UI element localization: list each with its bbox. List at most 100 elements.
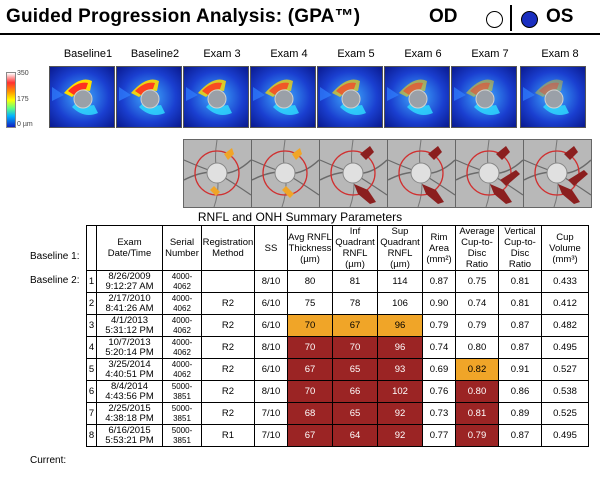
- col-registration: Registration Method: [201, 225, 255, 271]
- col-serial: Serial Number: [162, 225, 202, 271]
- cell-cup-volume: 0.527: [541, 358, 589, 381]
- cell-date: 8/4/2014 4:43:56 PM: [96, 380, 163, 403]
- serial-part1: 4000-: [171, 271, 193, 281]
- cell-avg-rnfl: 67: [287, 424, 333, 447]
- cell-date: 2/25/2015 4:38:18 PM: [96, 402, 163, 425]
- cell-serial: 4000- 4062: [162, 358, 202, 381]
- cell-cup-volume: 0.412: [541, 292, 589, 315]
- exam-label: Baseline1: [63, 48, 113, 60]
- cell-avg-rnfl: 75: [287, 292, 333, 315]
- fundus-image: [387, 139, 456, 208]
- cell-rim-area: 0.77: [422, 424, 456, 447]
- cell-sup-rnfl: 114: [377, 270, 423, 293]
- serial-part2: 4062: [173, 281, 191, 291]
- serial-part1: 4000-: [171, 315, 193, 325]
- col-vert-cd: Vertical Cup-to-Disc Ratio: [498, 225, 542, 271]
- date-text: 10/7/2013: [108, 336, 151, 348]
- cell-rim-area: 0.73: [422, 402, 456, 425]
- cell-serial: 5000- 3851: [162, 402, 202, 425]
- cell-rim-area: 0.87: [422, 270, 456, 293]
- cell-avg-cd: 0.75: [455, 270, 499, 293]
- cell-rim-area: 0.74: [422, 336, 456, 359]
- serial-part1: 5000-: [171, 425, 193, 435]
- row-index: 8: [86, 424, 97, 447]
- serial-part2: 4062: [173, 369, 191, 379]
- serial-part2: 3851: [173, 413, 191, 423]
- cell-rim-area: 0.69: [422, 358, 456, 381]
- cell-avg-cd: 0.79: [455, 314, 499, 337]
- col-avg-cd: Average Cup-to-Disc Ratio: [455, 225, 499, 271]
- serial-part1: 4000-: [171, 359, 193, 369]
- date-text: 8/26/2009: [108, 270, 151, 282]
- cell-date: 6/16/2015 5:53:21 PM: [96, 424, 163, 447]
- cell-avg-cd: 0.82: [455, 358, 499, 381]
- time-text: 5:20:14 PM: [105, 346, 154, 358]
- row-index: 1: [86, 270, 97, 293]
- exam-label: Exam 5: [337, 48, 375, 60]
- cell-registration: R2: [201, 402, 255, 425]
- row-label-baseline1: Baseline 1:: [30, 251, 80, 262]
- cell-vert-cd: 0.86: [498, 380, 542, 403]
- date-text: 2/17/2010: [108, 292, 151, 304]
- cell-cup-volume: 0.482: [541, 314, 589, 337]
- scale-mid-label: 175: [17, 96, 29, 103]
- table-row: 2 2/17/2010 8:41:26 AM 4000- 4062 R2 6/10 75 78 1…: [86, 292, 589, 315]
- serial-part1: 4000-: [171, 293, 193, 303]
- summary-table: Exam Date/Time Serial Number Registratio…: [86, 225, 589, 447]
- thickness-map-image: [520, 66, 586, 128]
- od-radio-icon[interactable]: [486, 11, 503, 28]
- fundus-image: [455, 139, 524, 208]
- cell-registration: [201, 270, 255, 293]
- cell-cup-volume: 0.538: [541, 380, 589, 403]
- thickness-map-image: [451, 66, 517, 128]
- time-text: 5:53:21 PM: [105, 434, 154, 446]
- date-text: 4/1/2013: [111, 314, 148, 326]
- row-index: 2: [86, 292, 97, 315]
- header: Guided Progression Analysis: (GPA™) OD O…: [0, 0, 600, 35]
- table-header-row: Exam Date/Time Serial Number Registratio…: [86, 225, 589, 271]
- row-label-baseline2: Baseline 2:: [30, 275, 80, 286]
- cell-inf-rnfl: 64: [332, 424, 378, 447]
- cell-rim-area: 0.79: [422, 314, 456, 337]
- scale-min-label: 0 µm: [17, 121, 33, 128]
- os-radio-icon[interactable]: [521, 11, 538, 28]
- cell-vert-cd: 0.87: [498, 314, 542, 337]
- serial-part2: 4062: [173, 347, 191, 357]
- eye-divider: [510, 5, 512, 31]
- table-row: 4 10/7/2013 5:20:14 PM 4000- 4062 R2 8/10 70 70 9…: [86, 336, 589, 359]
- cell-serial: 4000- 4062: [162, 336, 202, 359]
- od-label: OD: [429, 6, 458, 27]
- time-text: 4:40:51 PM: [105, 368, 154, 380]
- fundus-image: [251, 139, 320, 208]
- cell-vert-cd: 0.87: [498, 336, 542, 359]
- col-date: Exam Date/Time: [96, 225, 163, 271]
- serial-part2: 3851: [173, 435, 191, 445]
- cell-ss: 7/10: [254, 424, 288, 447]
- thickness-scale: [6, 72, 16, 128]
- table-row: 6 8/4/2014 4:43:56 PM 5000- 3851 R2 8/10 70 66 10…: [86, 380, 589, 403]
- serial-part1: 5000-: [171, 381, 193, 391]
- table-row: 3 4/1/2013 5:31:12 PM 4000- 4062 R2 6/10 70 67 96…: [86, 314, 589, 337]
- cell-rim-area: 0.90: [422, 292, 456, 315]
- cell-avg-cd: 0.80: [455, 336, 499, 359]
- thickness-map-image: [250, 66, 316, 128]
- table-row: 5 3/25/2014 4:40:51 PM 4000- 4062 R2 6/10 67 65 9…: [86, 358, 589, 381]
- cell-serial: 5000- 3851: [162, 424, 202, 447]
- col-index: [86, 225, 97, 271]
- col-avg-rnfl: Avg RNFL Thickness (µm): [287, 225, 333, 271]
- row-index: 3: [86, 314, 97, 337]
- cell-ss: 6/10: [254, 358, 288, 381]
- cell-avg-rnfl: 80: [287, 270, 333, 293]
- cell-ss: 8/10: [254, 270, 288, 293]
- col-ss: SS: [254, 225, 288, 271]
- fundus-image: [523, 139, 592, 208]
- cell-ss: 8/10: [254, 380, 288, 403]
- cell-avg-cd: 0.80: [455, 380, 499, 403]
- date-text: 2/25/2015: [108, 402, 151, 414]
- cell-vert-cd: 0.89: [498, 402, 542, 425]
- cell-serial: 4000- 4062: [162, 314, 202, 337]
- cell-sup-rnfl: 96: [377, 314, 423, 337]
- cell-inf-rnfl: 70: [332, 336, 378, 359]
- cell-date: 3/25/2014 4:40:51 PM: [96, 358, 163, 381]
- cell-sup-rnfl: 102: [377, 380, 423, 403]
